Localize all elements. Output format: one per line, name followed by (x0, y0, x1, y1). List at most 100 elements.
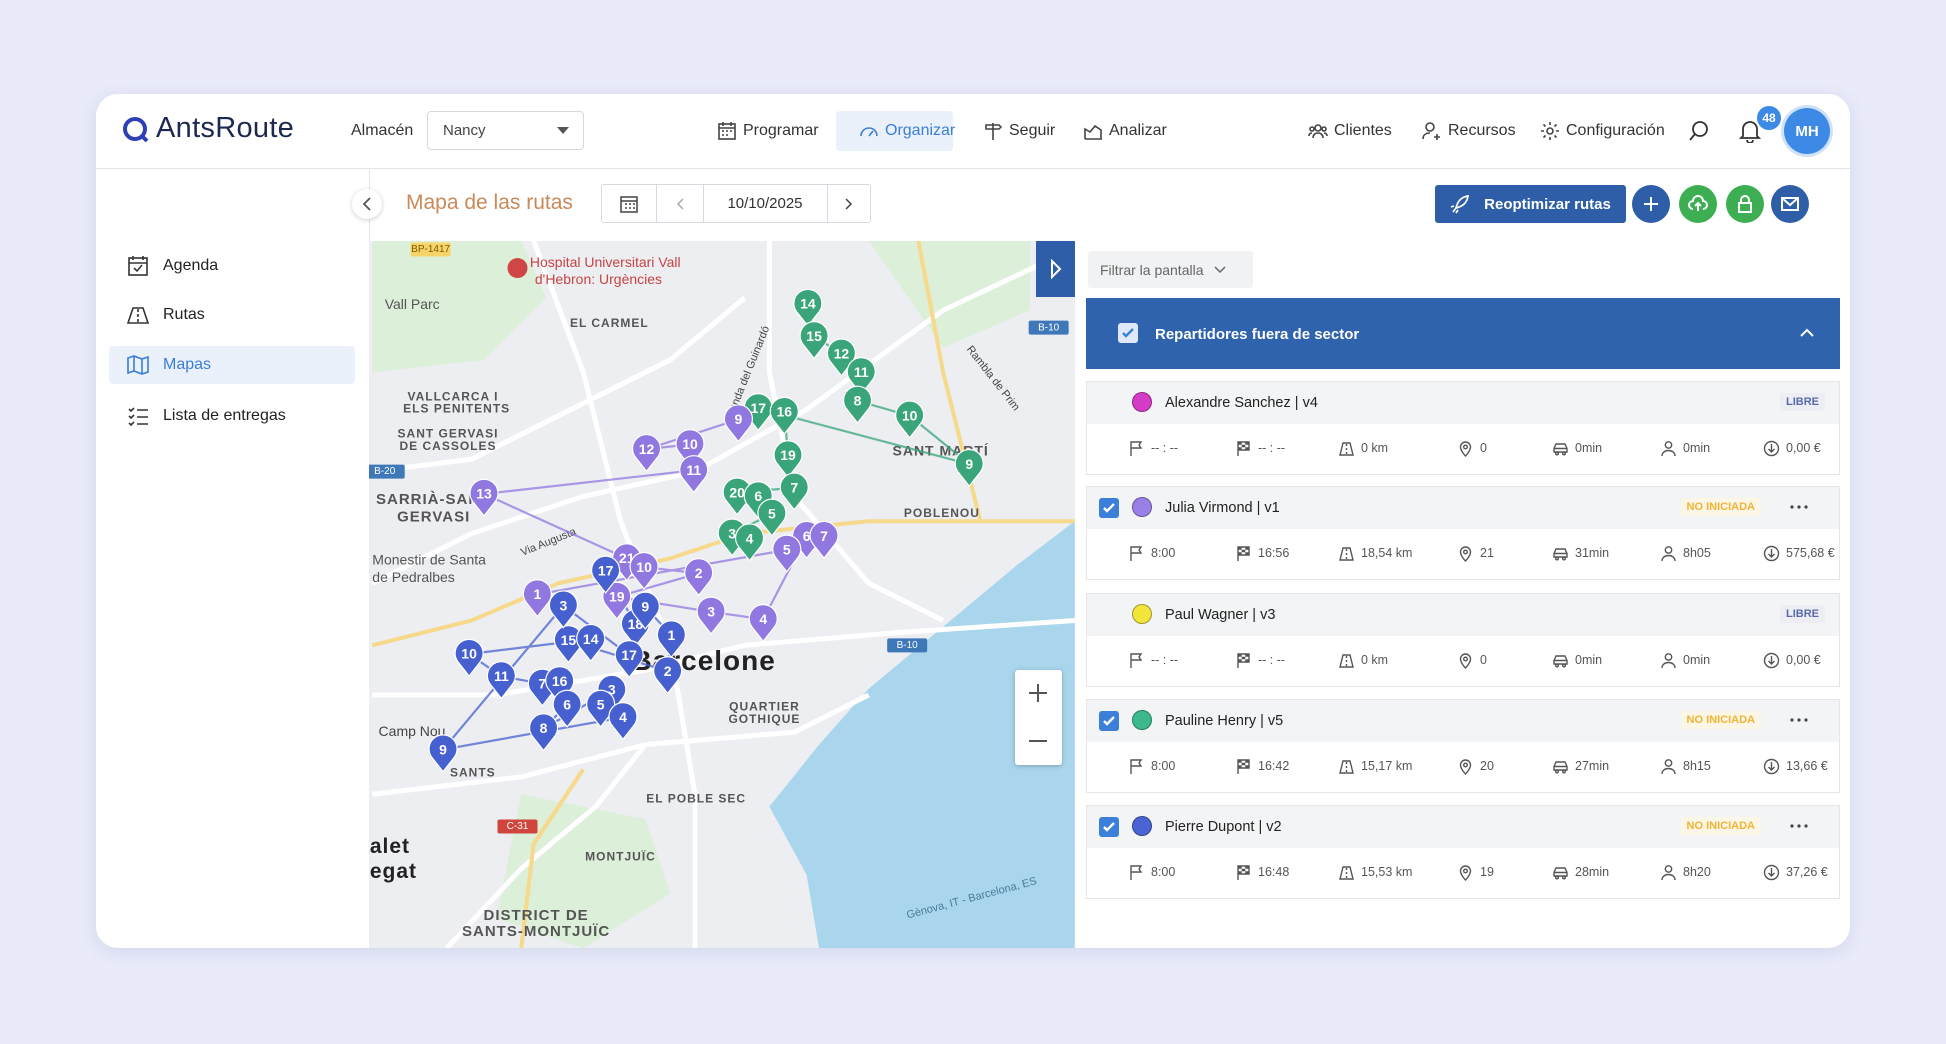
pin-label: 11 (494, 668, 509, 684)
more-options[interactable] (1789, 712, 1809, 728)
reoptimize-button[interactable]: Reoptimizar rutas (1435, 185, 1626, 223)
driver-stat: 0min (1552, 434, 1602, 462)
pin-label: 17 (598, 563, 614, 579)
search-button[interactable] (1688, 120, 1710, 142)
zoom-controls (1015, 670, 1062, 765)
pin-label: 3 (560, 597, 568, 613)
notifications-button[interactable] (1739, 119, 1761, 143)
group-checkbox[interactable] (1118, 323, 1138, 343)
nav-seguir[interactable]: Seguir (983, 113, 1055, 149)
driver-stat: -- : -- (1128, 646, 1178, 674)
driver-checkbox[interactable] (1099, 711, 1119, 731)
previous-day-button[interactable] (656, 185, 704, 222)
map-label: DE CASSOLES (399, 439, 496, 453)
icon (1422, 122, 1440, 140)
map-pin (631, 434, 662, 473)
pin-label: 14 (800, 296, 816, 312)
sidebar-item[interactable]: Rutas (109, 296, 355, 334)
next-day-button[interactable] (827, 185, 871, 222)
sidebar-label: Mapas (163, 356, 212, 373)
pin-label: 3 (608, 682, 616, 698)
stat-value: 19 (1480, 865, 1494, 879)
driver-card: Pauline Henry | v5 NO INICIADA 8:00 16:42 15… (1086, 699, 1840, 793)
collapse-group[interactable] (1800, 328, 1814, 337)
top-bar: AntsRoute Almacén Nancy Programar Organi… (96, 94, 1850, 169)
more-options[interactable] (1789, 818, 1809, 834)
stat-value: 15,17 km (1361, 759, 1413, 773)
more-options[interactable] (1789, 499, 1809, 515)
stat-icon (1553, 866, 1568, 879)
stat-icon (1763, 440, 1780, 456)
driver-stat: 28min (1552, 858, 1609, 886)
warehouse-select[interactable]: Nancy (427, 111, 584, 150)
nav-organizar[interactable]: Organizar (859, 113, 955, 149)
pin-label: 4 (759, 611, 767, 627)
driver-stat: 16:56 (1235, 539, 1289, 567)
icon (620, 195, 638, 213)
driver-stat: 8:00 (1128, 858, 1175, 886)
map-pin (469, 478, 499, 517)
collapse-map-button[interactable] (1036, 241, 1075, 297)
map-pin (696, 596, 726, 635)
driver-stat: 21 (1457, 539, 1494, 567)
map-pin (629, 551, 659, 591)
map-label: Camp Nou (379, 723, 446, 739)
driver-stat: 13,66 € (1763, 752, 1828, 780)
sidebar-item[interactable]: Lista de entregas (109, 397, 355, 435)
nav-clientes[interactable]: Clientes (1308, 113, 1392, 149)
nav-recursos[interactable]: Recursos (1422, 113, 1516, 149)
icon (1790, 718, 1808, 722)
nav-programar[interactable]: Programar (717, 113, 819, 149)
pin-label: 10 (682, 436, 698, 452)
add-button[interactable] (1632, 185, 1670, 223)
lock-button[interactable] (1726, 185, 1764, 223)
filter-dropdown[interactable]: Filtrar la pantalla (1088, 251, 1253, 288)
date-value[interactable]: 10/10/2025 (703, 185, 828, 222)
nav-label: Configuración (1566, 122, 1665, 139)
map-label: Monestir de Santa (372, 552, 486, 568)
pin-label: 5 (768, 505, 776, 521)
driver-stat: 0min (1660, 646, 1710, 674)
icon (676, 197, 684, 210)
sidebar-item[interactable]: Agenda (109, 247, 355, 285)
nav-configuracion[interactable]: Configuración (1540, 113, 1665, 149)
sidebar-label: Rutas (163, 306, 205, 323)
icon (860, 127, 878, 137)
stat-value: 8h20 (1683, 865, 1711, 879)
driver-checkbox[interactable] (1099, 817, 1119, 837)
logo[interactable]: AntsRoute (156, 112, 295, 144)
sidebar-item-active[interactable]: Mapas (109, 346, 355, 384)
mail-button[interactable] (1771, 185, 1809, 223)
map-label: Hospital Universitari Vall (530, 254, 681, 270)
export-button[interactable] (1679, 185, 1717, 223)
driver-stat: 27min (1552, 752, 1609, 780)
nav-analizar[interactable]: Analizar (1083, 113, 1167, 149)
avatar[interactable]: MH (1784, 108, 1830, 154)
map-pin (954, 448, 984, 488)
icon (128, 407, 148, 427)
driver-checkbox[interactable] (1099, 498, 1119, 518)
pin-label: 4 (746, 530, 754, 546)
driver-name: Pauline Henry | v5 (1165, 713, 1284, 729)
map-pin (679, 455, 709, 494)
stat-value: 20 (1480, 759, 1494, 773)
driver-stat: 15,53 km (1338, 858, 1412, 886)
stat-icon (1763, 652, 1780, 668)
map-road (371, 295, 747, 475)
pin-label: 8 (854, 393, 862, 409)
map-pin (576, 623, 606, 663)
pin-label: 15 (806, 328, 822, 344)
stat-icon (1661, 652, 1676, 668)
nav-active-bg (836, 111, 953, 151)
group-header[interactable]: Repartidores fuera de sector (1086, 298, 1840, 369)
stat-icon (1459, 652, 1472, 669)
collapse-sidebar-button[interactable] (352, 189, 382, 219)
zoom-in-button[interactable] (1027, 682, 1049, 704)
driver-stat: 0 (1457, 434, 1487, 462)
map-label: EL CARMEL (570, 316, 649, 330)
map-label: B-10 (1038, 322, 1060, 333)
calendar-button[interactable] (602, 185, 657, 222)
map-pin (895, 400, 925, 439)
zoom-out-button[interactable] (1027, 730, 1049, 752)
